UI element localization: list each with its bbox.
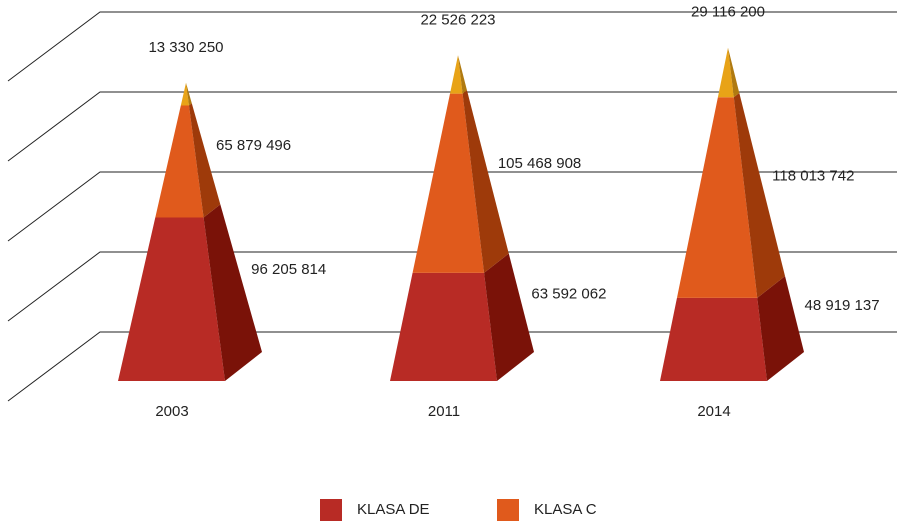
pyramid-segment-side bbox=[757, 276, 804, 381]
pyramid-segment bbox=[118, 217, 225, 381]
value-label: 118 013 742 bbox=[772, 167, 854, 184]
pyramid-segment bbox=[660, 297, 767, 381]
pyramid-segment bbox=[412, 93, 485, 273]
pyramid-segment-side bbox=[186, 82, 192, 106]
legend-label: KLASA C bbox=[534, 501, 597, 518]
value-label: 63 592 062 bbox=[531, 286, 606, 303]
pyramid-segment-side bbox=[484, 253, 534, 381]
value-label: 105 468 908 bbox=[498, 155, 581, 172]
pyramid-segment bbox=[180, 82, 189, 106]
grid-line bbox=[7, 171, 897, 242]
value-label: 13 330 250 bbox=[148, 39, 223, 56]
pyramid-segment-side bbox=[203, 204, 262, 381]
pyramid-segment bbox=[155, 105, 204, 218]
pyramid-segment-side bbox=[733, 92, 786, 298]
grid-line bbox=[7, 91, 897, 162]
grid-line bbox=[7, 251, 897, 322]
pyramid-segment-side bbox=[728, 47, 740, 98]
pyramid-segment bbox=[676, 97, 758, 298]
x-tick-label: 2011 bbox=[428, 403, 460, 420]
pyramid-segment bbox=[390, 272, 497, 381]
pyramid-segment-side bbox=[458, 55, 467, 94]
grid-line bbox=[7, 331, 897, 402]
legend-swatch bbox=[320, 499, 342, 521]
legend-label: KLASA DE bbox=[357, 501, 430, 518]
value-label: 22 526 223 bbox=[420, 11, 495, 28]
pyramid-segment-side bbox=[188, 103, 221, 218]
pyramid-segment bbox=[450, 55, 463, 94]
value-label: 96 205 814 bbox=[251, 261, 326, 278]
value-label: 48 919 137 bbox=[805, 297, 880, 314]
value-label: 65 879 496 bbox=[216, 137, 291, 154]
x-tick-label: 2003 bbox=[155, 403, 188, 420]
pyramid-segment-side bbox=[462, 90, 509, 273]
x-tick-label: 2014 bbox=[697, 403, 730, 420]
legend-swatch bbox=[497, 499, 519, 521]
grid-line bbox=[7, 11, 897, 82]
value-label: 29 116 200 bbox=[691, 4, 765, 21]
pyramid-segment bbox=[717, 47, 734, 98]
